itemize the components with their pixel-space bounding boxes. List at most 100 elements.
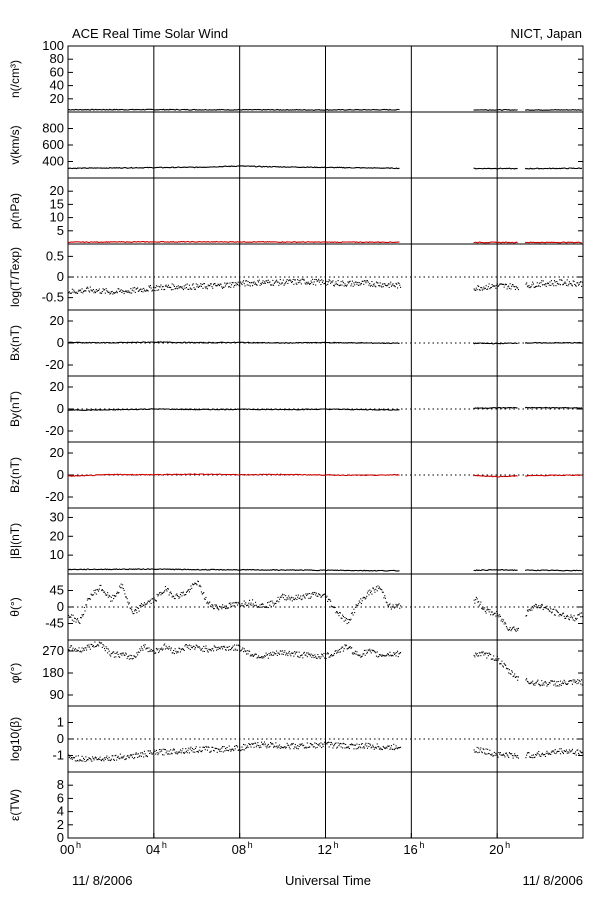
data-point xyxy=(278,652,280,654)
data-point xyxy=(517,676,519,678)
data-point xyxy=(326,743,328,745)
data-point xyxy=(548,284,550,286)
data-point xyxy=(285,599,287,601)
data-point xyxy=(158,289,160,291)
data-point xyxy=(577,749,579,751)
data-point xyxy=(501,660,503,662)
data-point xyxy=(224,750,226,752)
data-point xyxy=(252,282,254,284)
y-tick-label: 20 xyxy=(50,528,64,543)
data-point xyxy=(72,291,74,293)
data-point xyxy=(386,654,388,656)
data-point xyxy=(92,757,94,759)
data-point xyxy=(567,751,569,753)
data-point xyxy=(150,752,152,754)
data-point xyxy=(237,644,239,646)
data-point xyxy=(320,656,322,658)
data-point xyxy=(68,757,70,759)
data-point xyxy=(535,682,537,684)
data-point xyxy=(562,284,564,286)
data-point xyxy=(112,755,114,757)
data-point xyxy=(378,654,380,656)
data-point xyxy=(581,612,583,614)
data-point xyxy=(276,600,278,602)
data-point xyxy=(294,744,296,746)
data-point xyxy=(182,748,184,750)
data-point xyxy=(91,644,93,646)
data-point xyxy=(291,281,293,283)
data-point xyxy=(77,292,79,294)
data-point xyxy=(158,651,160,653)
data-point xyxy=(200,283,202,285)
data-point xyxy=(303,279,305,281)
data-point xyxy=(294,279,296,281)
data-point xyxy=(545,285,547,287)
data-point xyxy=(315,747,317,749)
data-point xyxy=(357,746,359,748)
data-point xyxy=(122,652,124,654)
data-point xyxy=(559,279,561,281)
data-point xyxy=(508,629,510,631)
data-point xyxy=(341,743,343,745)
data-point xyxy=(231,284,233,286)
data-point xyxy=(363,649,365,651)
data-point xyxy=(247,746,249,748)
data-point xyxy=(242,281,244,283)
data-point xyxy=(347,648,349,650)
data-point xyxy=(332,606,334,608)
data-point xyxy=(376,282,378,284)
data-point xyxy=(244,285,246,287)
data-point xyxy=(70,645,72,647)
data-point xyxy=(339,285,341,287)
data-point xyxy=(77,650,79,652)
data-point xyxy=(194,648,196,650)
data-point xyxy=(162,748,164,750)
data-point xyxy=(284,650,286,652)
data-point xyxy=(164,590,166,592)
data-point xyxy=(380,285,382,287)
data-point xyxy=(544,606,546,608)
data-point xyxy=(99,292,101,294)
data-point xyxy=(142,753,144,755)
data-point xyxy=(313,746,315,748)
data-point xyxy=(113,598,115,600)
data-point xyxy=(333,745,335,747)
data-point xyxy=(232,605,234,607)
data-point xyxy=(294,653,296,655)
data-point xyxy=(217,648,219,650)
data-point xyxy=(529,683,531,685)
data-point xyxy=(194,747,196,749)
data-point xyxy=(484,752,486,754)
data-point xyxy=(137,607,139,609)
data-point xyxy=(580,751,582,753)
y-tick-label: 20 xyxy=(50,91,64,106)
data-point xyxy=(231,605,233,607)
data-point xyxy=(329,599,331,601)
data-point xyxy=(157,754,159,756)
y-tick-label: 45 xyxy=(50,583,64,598)
data-point xyxy=(260,657,262,659)
data-point xyxy=(208,602,210,604)
data-point xyxy=(570,750,572,752)
data-point xyxy=(141,648,143,650)
data-point xyxy=(89,291,91,293)
data-point xyxy=(320,284,322,286)
data-point xyxy=(129,755,131,757)
data-point xyxy=(537,285,539,287)
data-point xyxy=(296,651,298,653)
data-point xyxy=(167,588,169,590)
data-point xyxy=(394,606,396,608)
data-point xyxy=(191,647,193,649)
data-point xyxy=(353,748,355,750)
data-point xyxy=(542,682,544,684)
panels-layer: 20406080100n(/cm³)400600800v(km/s)510152… xyxy=(8,38,584,845)
data-point xyxy=(219,750,221,752)
data-point xyxy=(578,754,580,756)
data-point xyxy=(203,746,205,748)
data-point xyxy=(176,593,178,595)
data-point xyxy=(125,596,127,598)
data-point xyxy=(480,655,482,657)
data-point xyxy=(118,288,120,290)
